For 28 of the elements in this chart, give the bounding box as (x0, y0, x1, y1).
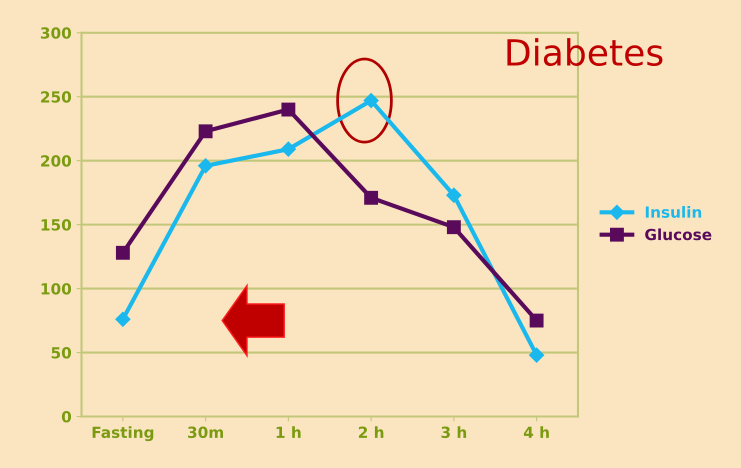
annotation: Diabetes (507, 38, 662, 66)
x-tick-label: 1 h (276, 426, 301, 438)
x-tick-label: Fasting (92, 426, 154, 442)
y-tick-label: 100 (42, 283, 72, 295)
point (116, 246, 130, 260)
point (529, 348, 544, 363)
point (446, 188, 462, 203)
y-tick-label: 150 (42, 219, 72, 231)
point (530, 314, 544, 328)
point (115, 312, 130, 327)
y-tick-label: 250 (41, 91, 72, 103)
y-tick-label: 300 (40, 27, 72, 39)
legend-label: Glucose (645, 228, 712, 240)
point (280, 142, 296, 157)
x-tick-label: 3 h (441, 426, 466, 438)
y-tick-label: 200 (41, 155, 72, 167)
x-tick-label: 4 h (524, 426, 549, 438)
point (364, 190, 378, 205)
legend-label: Insulin (646, 206, 702, 218)
y-tick-label: 50 (52, 347, 72, 359)
point (281, 102, 296, 116)
point (198, 158, 214, 174)
point (446, 220, 461, 234)
point (364, 92, 379, 108)
x-tick-label: 2 h (358, 426, 384, 438)
point (198, 124, 213, 138)
x-tick-label: 30m (188, 426, 224, 438)
y-tick-label: 0 (62, 410, 72, 423)
